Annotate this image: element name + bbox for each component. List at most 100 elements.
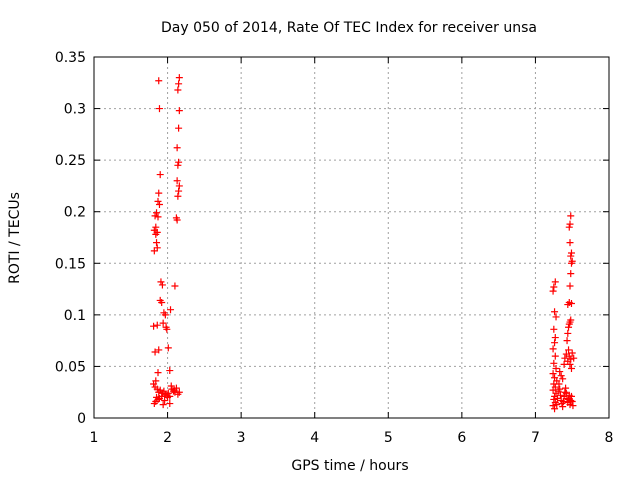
data-point <box>567 300 575 308</box>
data-point <box>175 158 183 166</box>
data-point <box>153 321 161 329</box>
data-point <box>565 223 573 231</box>
data-point <box>169 387 177 395</box>
data-point <box>563 337 571 345</box>
data-point <box>158 298 166 306</box>
data-point <box>567 392 575 400</box>
plot-frame <box>93 56 610 419</box>
data-point <box>551 334 559 342</box>
data-point <box>568 349 576 357</box>
data-point <box>550 325 558 333</box>
data-point <box>171 282 179 290</box>
data-point <box>560 360 568 368</box>
data-point <box>155 77 163 85</box>
data-point <box>164 393 172 401</box>
data-point <box>153 244 161 252</box>
y-tick-label: 0 <box>77 411 86 427</box>
data-point <box>556 385 564 393</box>
grid <box>94 57 609 418</box>
data-point <box>550 283 558 291</box>
data-point <box>153 385 161 393</box>
data-point <box>561 388 569 396</box>
chart-title: Day 050 of 2014, Rate Of TEC Index for r… <box>161 20 537 36</box>
data-point <box>175 74 183 82</box>
data-point <box>166 367 174 375</box>
data-point <box>167 382 175 390</box>
data-point <box>567 252 575 260</box>
data-point <box>155 105 163 113</box>
y-axis-label: ROTI / TECUs <box>7 192 23 284</box>
x-tick-label: 6 <box>457 430 466 446</box>
data-point <box>154 197 162 205</box>
data-point <box>161 396 169 404</box>
data-point <box>161 311 169 319</box>
data-point <box>155 189 163 197</box>
data-point <box>152 230 160 238</box>
data-point <box>555 380 563 388</box>
data-point <box>159 319 167 327</box>
data-point <box>552 313 560 321</box>
data-point <box>567 364 575 372</box>
data-point <box>173 216 181 224</box>
data-point <box>150 380 158 388</box>
data-point <box>566 360 574 368</box>
data-point <box>152 223 160 231</box>
data-point <box>151 212 159 220</box>
y-tick-label: 0.3 <box>64 102 86 118</box>
x-tick-label: 5 <box>384 430 393 446</box>
data-point <box>173 177 181 185</box>
y-tick-label: 0.1 <box>64 308 86 324</box>
data-point <box>551 278 559 286</box>
data-point <box>164 389 172 397</box>
data-point <box>556 368 564 376</box>
data-point <box>550 359 558 367</box>
data-point <box>565 352 573 360</box>
data-point <box>151 348 159 356</box>
data-point <box>549 370 557 378</box>
data-point <box>559 375 567 383</box>
data-point <box>551 405 559 413</box>
x-tick-label: 7 <box>531 430 540 446</box>
data-point <box>566 282 574 290</box>
data-point <box>561 354 569 362</box>
data-point <box>174 161 182 169</box>
data-point <box>175 187 183 195</box>
data-point <box>568 257 576 265</box>
data-point <box>552 364 560 372</box>
data-point <box>170 386 178 394</box>
data-point <box>565 346 573 354</box>
data-point <box>175 124 183 132</box>
data-point <box>556 391 564 399</box>
data-point <box>566 220 574 228</box>
data-point <box>150 247 158 255</box>
data-point <box>155 346 163 354</box>
x-tick-label: 3 <box>237 430 246 446</box>
data-point <box>167 306 175 314</box>
y-tick-label: 0.2 <box>64 205 86 221</box>
y-tick-label: 0.15 <box>55 256 86 272</box>
data-point <box>158 281 166 289</box>
data-point <box>549 402 557 410</box>
data-point <box>150 322 158 330</box>
data-point <box>551 352 559 360</box>
data-point <box>566 239 574 247</box>
data-point <box>553 401 561 409</box>
data-point <box>157 278 165 286</box>
data-point <box>551 339 559 347</box>
axis-ticks: 1 2 3 4 5 6 7 8 0 0.05 0.1 0.15 0.2 0.25 0.3 0.35 <box>55 50 614 446</box>
data-point <box>160 387 168 395</box>
data-points <box>150 74 578 413</box>
x-tick-label: 1 <box>90 430 99 446</box>
data-point <box>174 192 182 200</box>
data-point <box>159 401 167 409</box>
y-tick-label: 0.35 <box>55 50 86 66</box>
x-tick-label: 8 <box>605 430 614 446</box>
data-point <box>570 354 578 362</box>
data-point <box>549 345 557 353</box>
data-point <box>550 395 558 403</box>
data-point <box>156 171 164 179</box>
data-point <box>164 344 172 352</box>
data-point <box>175 182 183 190</box>
data-point <box>567 316 575 324</box>
